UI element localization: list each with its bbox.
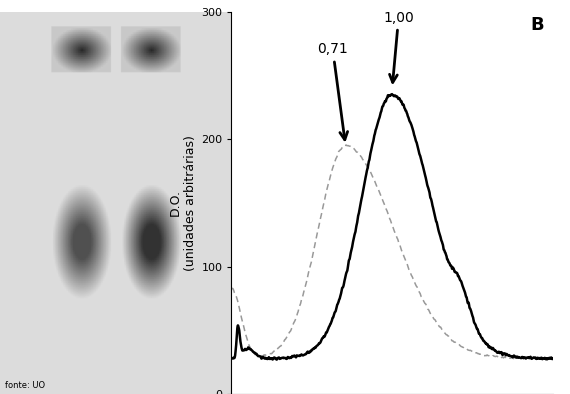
- Y-axis label: D.O.
(unidades arbitrárias): D.O. (unidades arbitrárias): [169, 135, 197, 271]
- Text: fonte: UO: fonte: UO: [5, 381, 45, 390]
- Text: 1,00: 1,00: [383, 11, 414, 82]
- Text: 0,71: 0,71: [317, 43, 348, 140]
- Text: B: B: [531, 16, 544, 34]
